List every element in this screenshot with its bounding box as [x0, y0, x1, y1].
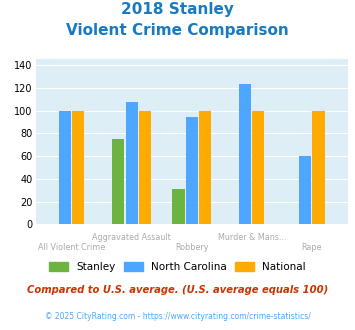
Bar	[312, 111, 324, 224]
Text: Rape: Rape	[302, 243, 322, 251]
Text: Murder & Mans...: Murder & Mans...	[218, 233, 286, 242]
Bar	[173, 189, 185, 224]
Text: Compared to U.S. average. (U.S. average equals 100): Compared to U.S. average. (U.S. average …	[27, 285, 328, 295]
Bar	[239, 84, 251, 224]
Text: Aggravated Assault: Aggravated Assault	[92, 233, 171, 242]
Text: © 2025 CityRating.com - https://www.cityrating.com/crime-statistics/: © 2025 CityRating.com - https://www.city…	[45, 312, 310, 321]
Text: Violent Crime Comparison: Violent Crime Comparison	[66, 23, 289, 38]
Text: 2018 Stanley: 2018 Stanley	[121, 2, 234, 16]
Bar	[59, 111, 71, 224]
Bar	[186, 117, 198, 224]
Bar	[199, 111, 211, 224]
Text: Robbery: Robbery	[175, 243, 208, 251]
Bar	[72, 111, 84, 224]
Bar	[112, 139, 125, 224]
Legend: Stanley, North Carolina, National: Stanley, North Carolina, National	[45, 258, 310, 276]
Bar	[126, 102, 138, 224]
Bar	[139, 111, 151, 224]
Bar	[252, 111, 264, 224]
Text: All Violent Crime: All Violent Crime	[38, 243, 105, 251]
Bar	[299, 156, 311, 224]
